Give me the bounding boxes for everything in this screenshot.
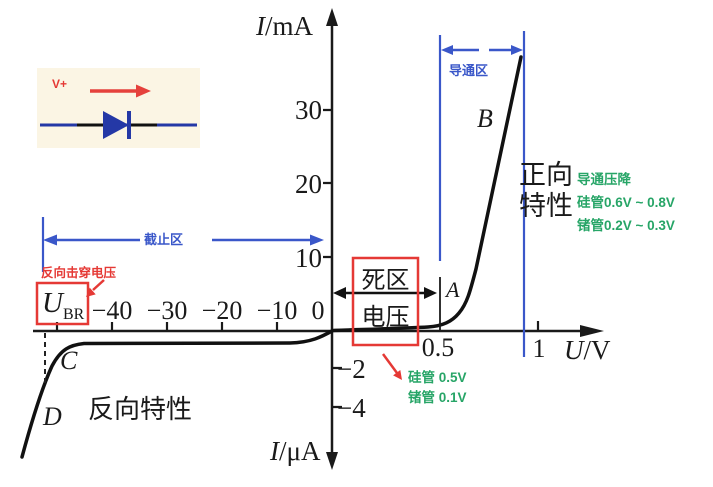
y-axis-ticks (323, 108, 342, 409)
point-c-label: C (60, 346, 78, 375)
x-tick-zero: 0 (311, 296, 325, 325)
dead-zone-callout-arrowhead-icon (393, 370, 402, 380)
dead-zone-highlight-box (351, 256, 420, 347)
x-axis-unit-label: U/V (564, 335, 611, 365)
breakdown-voltage-label: 反向击穿电压 (41, 266, 117, 280)
cutoff-region-label: 截止区 (144, 232, 184, 247)
conduction-arrow-right-head-icon (511, 45, 523, 55)
dead-zone-germanium-note: 锗管 0.1V (408, 390, 467, 405)
circuit-inset-background (37, 68, 200, 148)
point-a-label: A (446, 277, 460, 302)
y-axis-top-unit-label: I/mA (256, 11, 314, 41)
cutoff-arrow-left-head-icon (43, 234, 57, 246)
x-axis-arrowhead-icon (580, 325, 604, 337)
x-axis-ticks (55, 321, 540, 331)
point-b-label: B (477, 104, 493, 133)
x-tick-minus40: −40 (91, 296, 133, 325)
breakdown-callout-arrow (92, 279, 105, 291)
dead-zone-arrow-right-head-icon (424, 287, 437, 299)
y-tick-minus2: −2 (337, 354, 366, 384)
y-tick-20: 20 (295, 169, 322, 199)
conduction-drop-title: 导通压降 (577, 172, 631, 187)
dead-zone-arrow-left-head-icon (333, 287, 346, 299)
conduction-drop-germanium: 锗管0.2V ~ 0.3V (577, 218, 675, 233)
supply-polarity-label: V+ (52, 77, 68, 91)
ubr-highlight-box (35, 281, 90, 326)
reverse-characteristic-label: 反向特性 (88, 395, 193, 424)
breakdown-callout-arrowhead-icon (86, 287, 96, 297)
conduction-drop-silicon: 硅管0.6V ~ 0.8V (577, 195, 675, 210)
y-axis-bottom-arrowhead-icon (326, 452, 338, 470)
x-tick-1: 1 (532, 334, 546, 363)
x-tick-minus30: −30 (146, 296, 188, 325)
y-axis-bottom-unit-label: I/μA (270, 436, 321, 466)
y-tick-10: 10 (295, 243, 322, 273)
forward-characteristic-label: 正向 特性 (519, 160, 573, 221)
conduction-region-label: 导通区 (449, 63, 489, 78)
conduction-arrow-left-head-icon (441, 45, 453, 55)
dead-zone-label: 死区 电压 (361, 268, 410, 331)
x-tick-0-5: 0.5 (421, 333, 455, 362)
dead-zone-callout-arrow (381, 353, 399, 374)
cutoff-arrow-right-head-icon (310, 234, 324, 246)
y-tick-minus4: −4 (337, 393, 366, 423)
y-tick-30: 30 (295, 95, 322, 125)
current-direction-arrowhead-icon (136, 84, 151, 98)
iv-characteristic-curve (20, 55, 523, 459)
dead-zone-silicon-note: 硅管 0.5V (408, 370, 467, 385)
diode-symbol-icon (103, 111, 129, 139)
y-axis-top-arrowhead-icon (326, 8, 338, 26)
x-tick-minus10: −10 (256, 296, 298, 325)
x-tick-minus20: −20 (201, 296, 243, 325)
point-d-label: D (43, 402, 62, 431)
ubr-label: UBR (42, 287, 85, 323)
